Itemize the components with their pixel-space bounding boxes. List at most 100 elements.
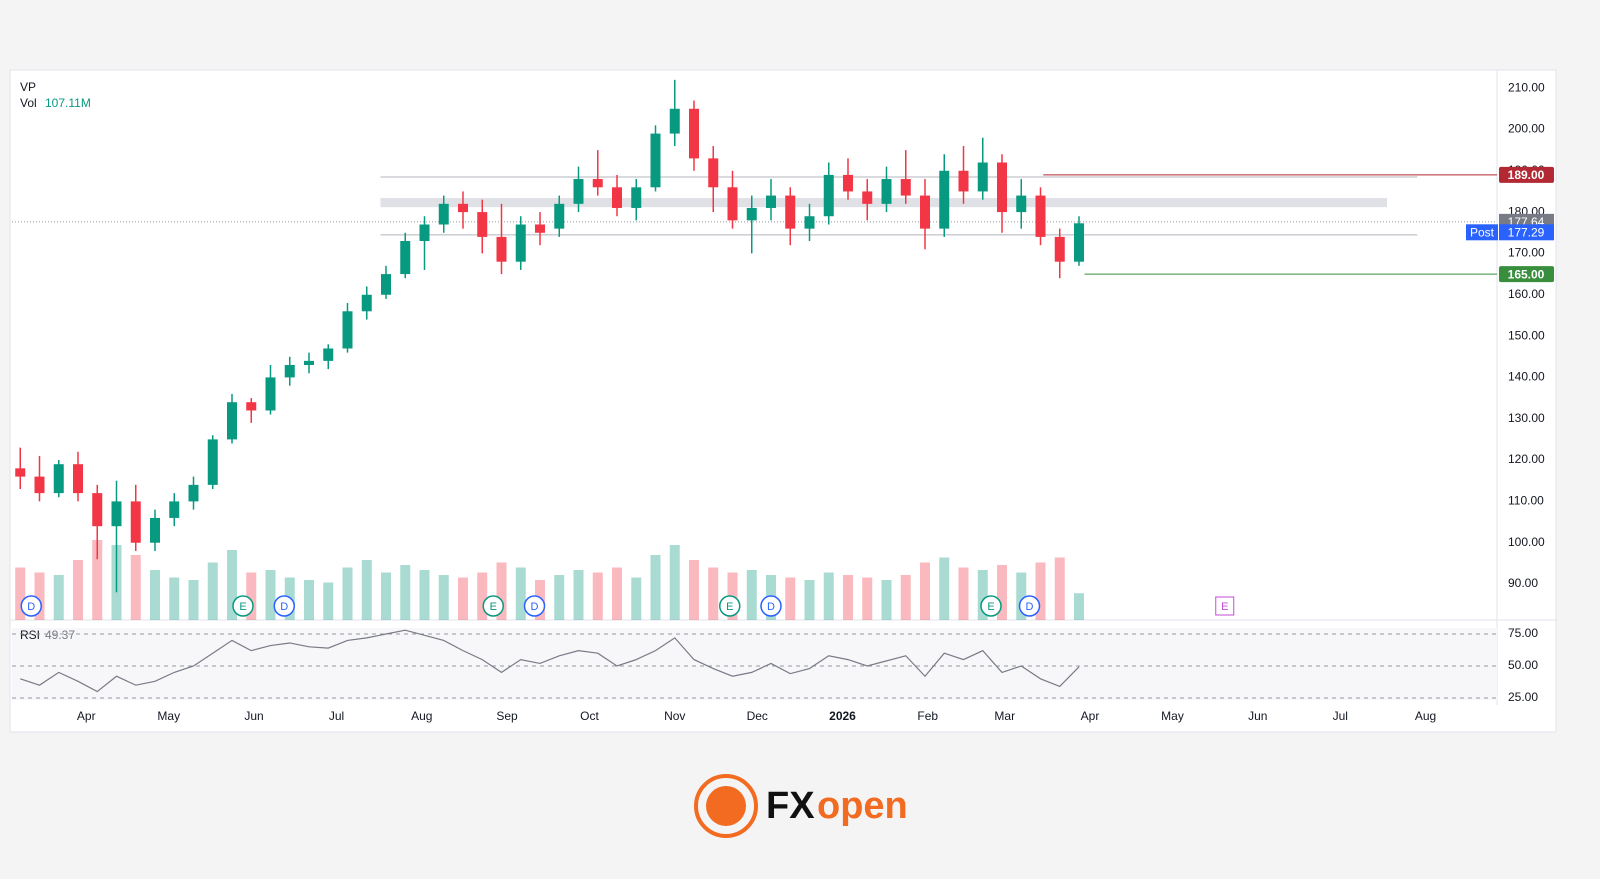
volume-bar bbox=[246, 572, 257, 620]
event-marker bbox=[1215, 596, 1235, 616]
candle-body bbox=[53, 464, 64, 494]
volume-bar bbox=[573, 570, 584, 620]
candle-body bbox=[862, 191, 873, 204]
logo-open: open bbox=[817, 785, 908, 827]
volume-bar bbox=[669, 545, 680, 620]
candle-body bbox=[631, 187, 642, 208]
candle-body bbox=[284, 365, 295, 378]
volume-bar bbox=[496, 562, 507, 620]
event-label: E bbox=[987, 601, 994, 613]
volume-bar bbox=[169, 577, 180, 620]
volume-bar bbox=[15, 567, 26, 620]
candle-body bbox=[881, 179, 892, 204]
volume-bar bbox=[53, 575, 64, 620]
candle-body bbox=[419, 224, 430, 242]
volume-bar bbox=[650, 555, 661, 620]
volume-bar bbox=[342, 567, 353, 620]
y-tick-label: 200.00 bbox=[1508, 122, 1545, 136]
x-tick-label: Dec bbox=[747, 709, 768, 723]
candle-body bbox=[150, 517, 160, 543]
candle-body bbox=[573, 179, 584, 204]
candle-body bbox=[650, 133, 661, 188]
volume-bar bbox=[843, 575, 853, 620]
volume-bar bbox=[92, 540, 103, 620]
x-tick-label: Mar bbox=[994, 709, 1015, 723]
x-tick-label: Apr bbox=[77, 709, 96, 723]
volume-bar bbox=[150, 570, 160, 620]
candle-body bbox=[785, 195, 796, 229]
y-tick-label: 120.00 bbox=[1508, 452, 1545, 466]
event-label: D bbox=[531, 601, 539, 613]
event-marker bbox=[273, 595, 295, 617]
candle-body bbox=[130, 501, 141, 543]
volume-bar bbox=[458, 577, 468, 620]
event-marker bbox=[719, 595, 741, 617]
event-marker bbox=[20, 595, 42, 617]
level-tag bbox=[1499, 266, 1554, 283]
candle-body bbox=[1016, 195, 1027, 213]
logo-icon bbox=[706, 786, 746, 826]
volume-bar bbox=[612, 567, 622, 620]
volume-bar bbox=[1074, 593, 1084, 620]
volume-bar bbox=[304, 580, 314, 620]
x-tick-label: May bbox=[157, 709, 180, 723]
candle-body bbox=[246, 402, 257, 411]
volume-bar bbox=[73, 560, 83, 620]
x-tick-label: May bbox=[1161, 709, 1184, 723]
volume-bar bbox=[419, 570, 430, 620]
candle-body bbox=[15, 468, 26, 477]
x-tick-label: Apr bbox=[1081, 709, 1100, 723]
post-label: 177.29 bbox=[1508, 225, 1545, 239]
candle-body bbox=[727, 187, 738, 221]
candle-body bbox=[92, 493, 103, 527]
event-marker bbox=[482, 595, 504, 617]
candle-body bbox=[477, 212, 488, 237]
x-tick-label: Aug bbox=[1415, 709, 1436, 723]
candle-body bbox=[188, 484, 199, 502]
level-label: 189.00 bbox=[1508, 168, 1545, 182]
post-name-tag bbox=[1466, 224, 1498, 241]
candle-body bbox=[958, 170, 969, 192]
volume-bar bbox=[34, 572, 45, 620]
logo: FX open bbox=[694, 774, 908, 838]
candle-body bbox=[766, 195, 776, 208]
event-label: E bbox=[490, 601, 497, 613]
candle-body bbox=[843, 174, 853, 192]
x-tick-label: Nov bbox=[664, 709, 685, 723]
candle-body bbox=[939, 170, 950, 229]
candle-body bbox=[361, 294, 372, 312]
volume-bar bbox=[400, 565, 411, 620]
x-tick-label: 2026 bbox=[829, 709, 856, 723]
x-tick-label: Oct bbox=[580, 709, 599, 723]
volume-bar bbox=[785, 577, 796, 620]
volume-bar bbox=[1054, 557, 1065, 620]
candle-body bbox=[400, 241, 411, 275]
volume-bar bbox=[977, 570, 988, 620]
candle-body bbox=[554, 203, 565, 229]
volume-bar bbox=[438, 575, 449, 620]
candle-body bbox=[73, 464, 83, 494]
volume-bar bbox=[746, 570, 757, 620]
volume-bar bbox=[265, 570, 276, 620]
x-tick-label: Aug bbox=[411, 709, 432, 723]
volume-bar bbox=[477, 572, 488, 620]
x-tick-label: Jul bbox=[329, 709, 344, 723]
y-tick-label: 210.00 bbox=[1508, 80, 1545, 94]
rsi-value: 49.37 bbox=[45, 628, 75, 642]
candle-body bbox=[111, 501, 122, 527]
volume-bar bbox=[361, 560, 372, 620]
x-tick-label: Feb bbox=[917, 709, 938, 723]
event-label: E bbox=[726, 601, 733, 613]
volume-bar bbox=[631, 577, 642, 620]
post-name: Post bbox=[1470, 225, 1495, 239]
logo-fx: FX bbox=[766, 785, 815, 827]
event-marker bbox=[1018, 595, 1041, 617]
volume-bar bbox=[939, 557, 950, 620]
event-label: E bbox=[1221, 601, 1228, 613]
x-tick-label: Jul bbox=[1333, 709, 1348, 723]
candle-body bbox=[323, 348, 334, 361]
volume-bar bbox=[708, 567, 719, 620]
candle-body bbox=[34, 476, 45, 494]
event-marker bbox=[980, 595, 1002, 617]
